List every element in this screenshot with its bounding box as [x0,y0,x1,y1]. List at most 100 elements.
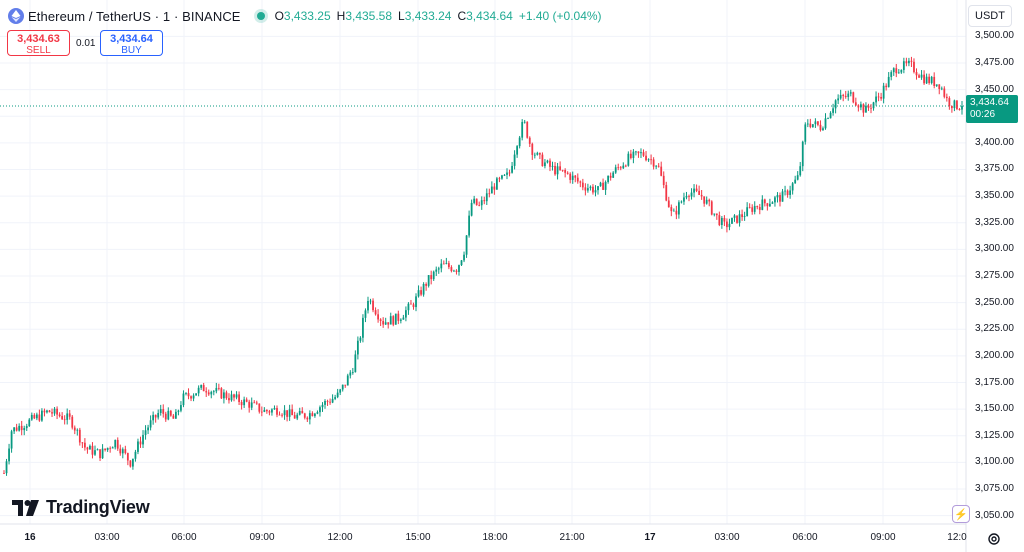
candle-body [473,198,476,203]
candle-body [356,340,359,355]
gear-icon[interactable] [986,531,1002,547]
market-status-icon[interactable] [256,12,265,20]
candle-body [425,284,428,286]
candle-body [784,190,786,192]
candle-body [283,410,286,416]
candle-body [559,166,561,170]
candle-body [882,85,885,99]
candle-body [741,214,743,217]
candle-body [162,409,165,414]
ethereum-icon [8,8,24,24]
candle-body [48,410,51,413]
candle-body [852,92,855,103]
candle-body [306,417,309,420]
candle-body [703,196,706,204]
candle-body [364,310,367,318]
candle-body [789,190,792,195]
candle-body [324,401,326,405]
candle-body [354,354,357,373]
candle-body [91,445,94,455]
candle-body [652,159,655,167]
candle-body [594,190,597,193]
candle-body [958,109,961,110]
candle-body [362,317,364,338]
candle-body [35,414,38,419]
candle-body [637,151,640,154]
buy-button[interactable]: 3,434.64 BUY [100,30,163,56]
last-price-label: 3,434.64 00:26 [966,95,1018,123]
candle-body [961,105,963,110]
candle-body [844,95,847,98]
tradingview-logo[interactable]: TradingView [12,497,150,518]
ohlc-key: O [274,9,284,23]
candle-body [657,165,660,167]
candle-body [763,199,766,204]
candle-body [928,76,931,84]
symbol-header[interactable]: Ethereum / TetherUS · 1 · BINANCE O3,433… [8,6,602,26]
candle-body [496,178,498,190]
candle-body [177,410,180,412]
candle-body [215,387,218,392]
candle-body [116,439,119,449]
candle-body [945,96,948,99]
symbol-title[interactable]: Ethereum / TetherUS · 1 · BINANCE [28,8,241,24]
candle-body [200,385,203,388]
candle-body [683,197,685,202]
candle-body [96,449,99,451]
ohlc-key: H [336,9,346,23]
change-value: +1.40 (+0.04%) [518,9,602,23]
candle-body [453,270,455,272]
candle-body [111,447,114,449]
candle-body [579,181,582,183]
candle-body [799,166,802,176]
lightning-icon[interactable]: ⚡ [952,505,970,523]
candle-body [642,152,645,156]
candle-body [445,263,448,264]
candle-body [220,388,223,399]
candle-body [442,263,445,265]
candle-body [837,98,840,101]
candle-body [276,408,278,415]
candle-body [635,151,637,153]
candle-body [185,393,187,394]
candle-body [506,172,508,175]
candle-body [349,372,352,376]
candle-body [455,270,458,272]
candle-body [46,410,48,413]
time-tick-label: 12:00 [327,532,353,543]
sell-button[interactable]: 3,434.63 SELL [7,30,70,56]
candle-body [410,303,412,305]
candle-body [33,414,36,419]
candle-body [586,188,589,191]
candle-body [253,402,256,404]
candle-body [819,124,822,131]
candle-body [331,398,334,403]
candle-body [399,319,402,321]
price-tick-label: 3,125.00 [975,429,1014,441]
candle-body [344,384,347,386]
candle-body [228,398,230,401]
candle-body [493,186,496,190]
candle-body [950,105,953,109]
candle-body [693,188,695,193]
candle-body [83,442,86,448]
candle-body [288,409,291,417]
currency-selector[interactable]: USDT [968,5,1012,27]
candle-body [779,195,781,202]
candle-body [933,76,936,86]
candle-body [298,410,301,415]
candle-body [20,425,23,431]
candle-body [865,105,867,113]
candle-body [718,215,721,226]
candle-body [114,439,117,448]
candle-body [225,392,228,399]
candle-body [485,193,488,202]
price-tick-label: 3,200.00 [975,349,1014,361]
candle-body [180,405,182,411]
candle-body [751,207,754,212]
candle-body [314,413,316,417]
candle-body [923,74,925,84]
candle-body [655,165,658,167]
candle-body [490,186,493,194]
